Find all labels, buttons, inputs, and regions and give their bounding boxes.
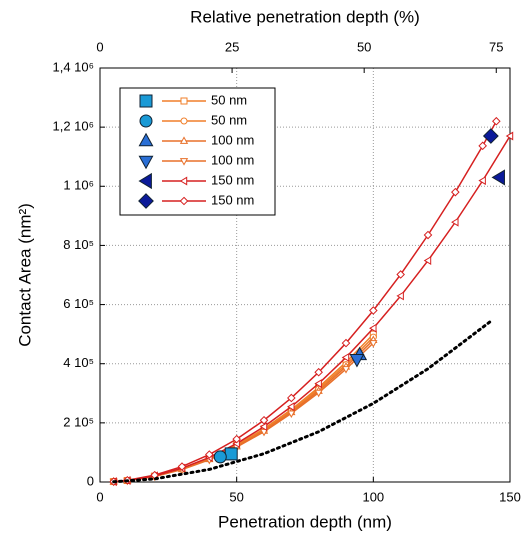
x2-axis-title: Relative penetration depth (%) [190,7,420,26]
series-marker [314,389,323,398]
y-tick-label: 8 10⁵ [63,237,94,252]
series-marker [369,323,377,333]
series-marker [341,338,351,348]
x-tick-label: 0 [96,489,103,504]
series-marker [341,366,351,374]
x-axis-title: Penetration depth (nm) [218,512,392,531]
legend-label: 150 nm [211,172,254,187]
legend-label: 50 nm [211,112,247,127]
series-marker [423,256,432,266]
legend-label: 100 nm [211,152,254,167]
series-marker [287,402,295,412]
legend-line-marker [179,196,189,206]
series-marker [451,187,460,197]
series-marker [396,270,405,279]
series-marker [478,176,486,186]
y-tick-label: 4 10⁵ [63,355,94,370]
series-marker [205,450,214,459]
data-point [224,447,238,461]
series-marker [369,340,378,348]
legend-label: 100 nm [211,132,254,147]
data-point [213,450,227,464]
series-marker [259,415,269,425]
legend-point-marker [138,172,152,190]
series-marker [259,422,268,432]
legend-point-marker [138,193,154,209]
x2-tick-label: 25 [225,39,239,54]
series-marker [259,428,269,437]
data-point [349,353,365,368]
series-marker [177,462,187,471]
legend-line-marker [179,158,189,166]
legend-label: 50 nm [211,92,247,107]
x-tick-label: 50 [229,489,243,504]
y-tick-label: 6 10⁵ [63,296,94,311]
series-marker [314,367,323,377]
y-tick-label: 1 10⁶ [63,178,94,193]
y-tick-label: 2 10⁵ [63,414,94,429]
x-tick-label: 100 [362,489,384,504]
legend-line-marker [180,97,188,105]
series-marker [369,306,378,315]
y-tick-label: 1,2 10⁶ [53,119,95,134]
series-marker [232,434,241,444]
series-marker [314,379,322,389]
series-line [112,120,498,483]
legend-point-marker [138,155,154,170]
data-point [482,128,499,144]
legend-point-marker [139,94,153,108]
legend-line-marker [179,136,189,144]
x2-tick-label: 0 [96,39,103,54]
legend-label: 150 nm [211,192,254,207]
series-marker [423,230,433,240]
series-marker [505,131,514,141]
y-tick-label: 0 [87,473,94,488]
legend-line-marker [179,176,188,186]
series-line [112,135,511,483]
x2-tick-label: 75 [489,39,503,54]
series-line [112,319,493,484]
legend-point-marker [138,132,154,147]
y-axis-title: Contact Area (nm²) [15,203,34,347]
series-marker [478,141,487,151]
legend-line-marker [180,117,188,125]
series-marker [451,217,459,227]
y-tick-label: 1,4 10⁶ [53,59,95,74]
plot-frame [99,67,511,483]
data-point [491,169,505,186]
legend-point-marker [139,114,153,128]
series-marker [287,410,296,419]
series-marker [492,116,501,126]
x2-tick-label: 50 [357,39,371,54]
series-marker [341,352,350,362]
x-tick-label: 150 [499,489,521,504]
series-marker [396,291,404,301]
series-marker [287,393,296,403]
